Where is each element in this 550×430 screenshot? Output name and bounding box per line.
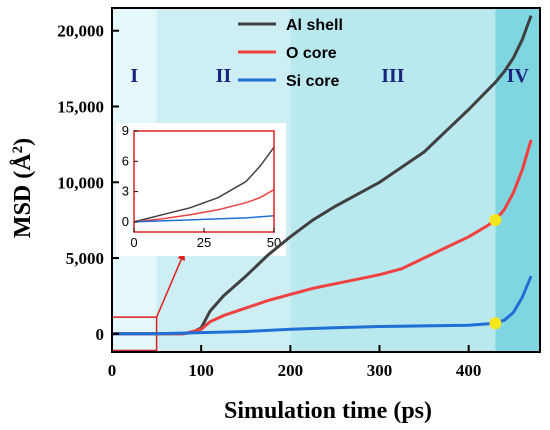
series-line-2 — [112, 275, 533, 336]
highlight-markers — [489, 214, 502, 330]
y-tick-label-3: 15,000 — [57, 98, 104, 117]
x-axis-title: Simulation time (ps) — [224, 398, 432, 424]
x-tick-label-0: 0 — [108, 361, 117, 380]
y-axis-title-main: MSD (Å — [10, 153, 36, 238]
inset-y-tick-label-3: 9 — [122, 123, 129, 138]
y-tick-label-4: 20,000 — [57, 22, 104, 41]
inset-y-tick-label-2: 6 — [122, 153, 129, 168]
inset-y-tick-label-1: 3 — [122, 184, 129, 199]
legend: Al shell O core Si core — [238, 17, 343, 90]
x-tick-label-2: 200 — [278, 361, 304, 380]
y-tick-label-1: 5,000 — [66, 249, 104, 268]
marker-point-0 — [489, 214, 502, 227]
y-axis-title-sup: 2 — [10, 146, 26, 154]
inset-background — [116, 123, 286, 256]
region-label-0: I — [130, 65, 138, 87]
inset-series-line-0 — [133, 146, 275, 223]
zoom-arrow — [155, 252, 185, 318]
region-label-2: III — [381, 65, 405, 87]
y-axis-title: MSD (Å2) — [10, 138, 36, 238]
y-axis-title-end: ) — [10, 138, 36, 146]
x-tick-label-3: 300 — [367, 361, 393, 380]
inset-y-tick-label-0: 0 — [122, 214, 129, 229]
region-band-2 — [290, 8, 496, 352]
marker-point-1 — [489, 317, 502, 330]
inset-x-tick-label-1: 25 — [197, 235, 211, 250]
legend-label-2: Si core — [286, 73, 339, 90]
inset-x-tick-label-0: 0 — [130, 235, 137, 250]
legend-label-0: Al shell — [286, 17, 343, 34]
x-tick-label-4: 400 — [456, 361, 482, 380]
inset-series-line-2 — [133, 215, 275, 223]
legend-label-1: O core — [286, 45, 337, 62]
region-label-3: IV — [507, 65, 530, 87]
inset-series-line-1 — [133, 188, 275, 223]
x-tick-label-1: 100 — [188, 361, 214, 380]
region-label-1: II — [216, 65, 232, 87]
plot-frame — [111, 7, 541, 353]
y-tick-label-2: 10,000 — [57, 173, 104, 192]
y-tick-label-0: 0 — [96, 325, 105, 344]
